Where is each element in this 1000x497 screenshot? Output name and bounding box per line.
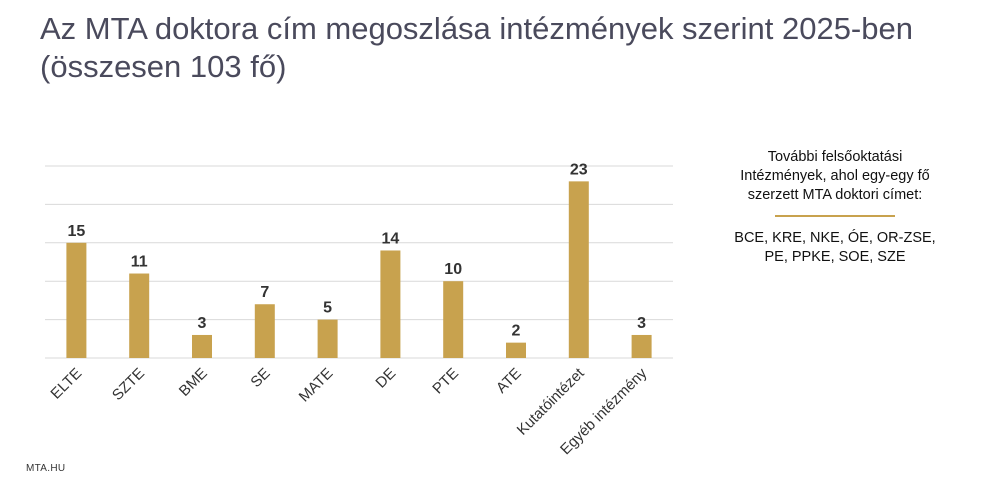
bar-8 <box>568 181 589 358</box>
data-label-3: 7 <box>260 284 269 301</box>
data-label-4: 5 <box>323 300 332 317</box>
note-institutions-line-1: BCE, KRE, NKE, ÓE, OR-ZSE, <box>734 230 936 246</box>
x-tick-label-0: ELTE <box>47 365 85 403</box>
bar-7 <box>506 342 526 358</box>
page-title: Az MTA doktora cím megoszlása intézménye… <box>40 10 990 86</box>
data-label-5: 14 <box>382 230 400 247</box>
bar-1 <box>129 273 150 358</box>
bar-2 <box>192 334 212 358</box>
data-label-7: 2 <box>512 323 521 340</box>
data-label-2: 3 <box>198 315 207 332</box>
note-heading-line-1: További felsőoktatási <box>767 149 903 165</box>
data-label-0: 15 <box>68 223 86 240</box>
other-institutions-note: További felsőoktatási Intézmények, ahol … <box>690 148 980 267</box>
bar-0 <box>66 242 87 358</box>
footer-source: MTA.HU <box>26 463 66 474</box>
x-tick-label-4: MATE <box>296 365 337 406</box>
data-label-9: 3 <box>637 315 646 332</box>
x-tick-label-7: ATE <box>493 365 525 397</box>
note-heading-line-2: Intézmények, ahol egy-egy fő <box>740 168 930 184</box>
x-tick-label-1: SZTE <box>109 365 148 404</box>
data-label-8: 23 <box>570 161 588 178</box>
title-line-2: (összesen 103 fő) <box>40 49 287 84</box>
note-heading-line-3: szerzett MTA doktori címet: <box>747 187 923 203</box>
bar-6 <box>443 281 464 358</box>
bar-5 <box>380 250 401 358</box>
bar-4 <box>317 319 338 358</box>
note-institutions-line-2: PE, PPKE, SOE, SZE <box>764 249 906 265</box>
x-tick-label-2: BME <box>176 365 211 400</box>
data-label-6: 10 <box>444 261 462 278</box>
x-tick-label-3: SE <box>247 365 273 391</box>
bar-3 <box>254 304 275 358</box>
bar-9 <box>631 334 652 358</box>
data-label-1: 11 <box>131 254 148 271</box>
note-divider <box>775 215 895 217</box>
x-tick-label-5: DE <box>372 365 399 392</box>
title-line-1: Az MTA doktora cím megoszlása intézménye… <box>40 11 913 46</box>
x-tick-label-6: PTE <box>429 365 462 398</box>
